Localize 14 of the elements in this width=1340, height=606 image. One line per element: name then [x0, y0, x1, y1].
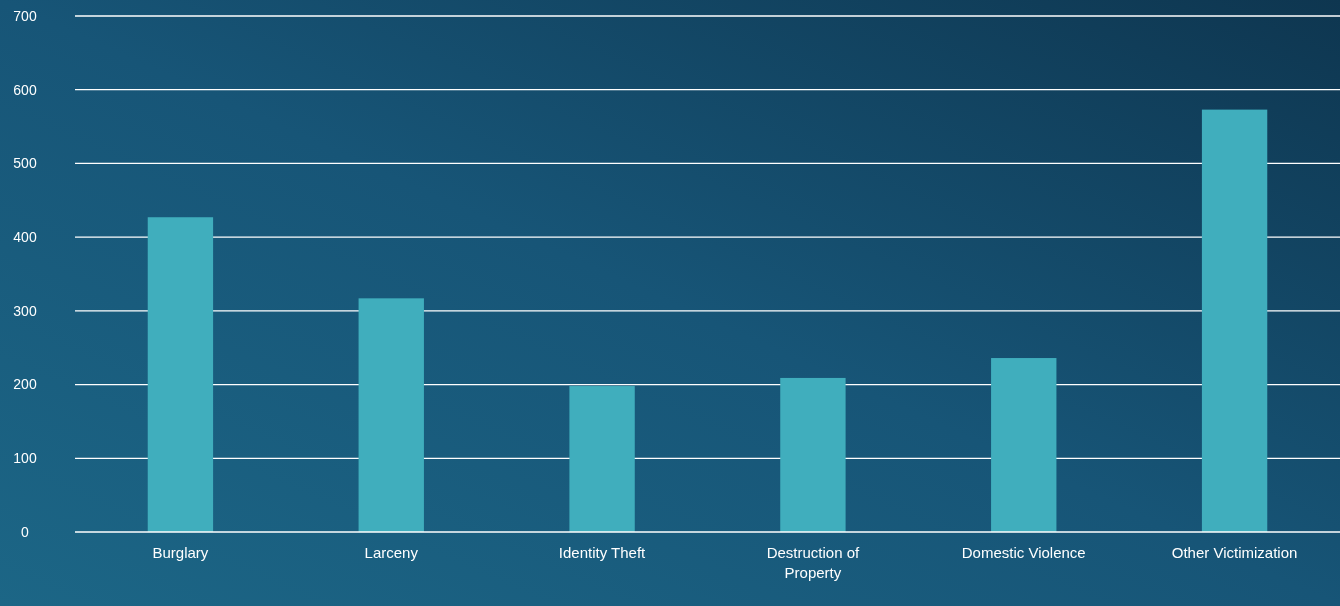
y-tick-label: 600 [13, 81, 37, 98]
x-tick-label: Other Victimization [1171, 544, 1298, 561]
y-tick-label: 500 [13, 155, 37, 172]
y-tick-label: 300 [13, 302, 37, 319]
x-tick-label: Larceny [364, 544, 419, 561]
x-tick-label: Identity Theft [558, 544, 647, 561]
y-tick-label: 0 [21, 523, 30, 540]
x-tick-label: Burglary [152, 544, 209, 561]
y-tick-label: 400 [13, 229, 37, 246]
y-tick-label: 700 [13, 7, 37, 24]
y-tick-label: 200 [13, 376, 37, 393]
y-tick-label: 100 [13, 450, 37, 467]
x-tick-label: Domestic Violence [961, 544, 1086, 561]
x-tick-label: Destruction of Property [766, 544, 861, 581]
